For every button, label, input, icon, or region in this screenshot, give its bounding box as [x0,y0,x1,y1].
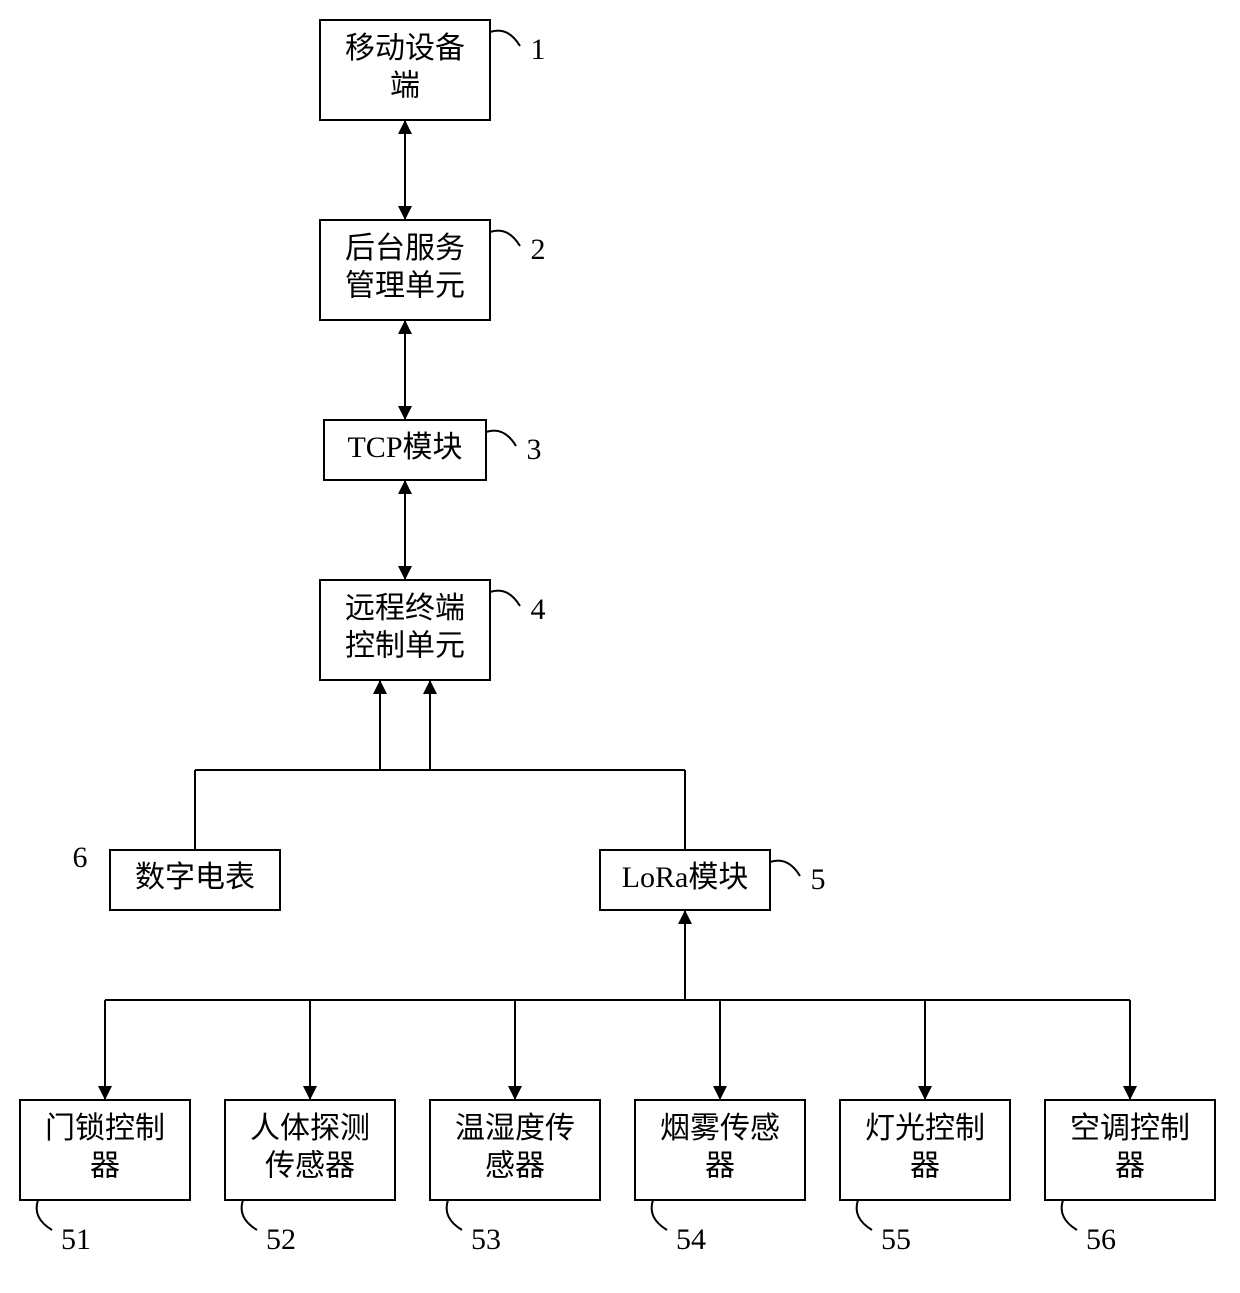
node-label: 空调控制 [1070,1112,1190,1145]
node-label: 器 [1115,1150,1145,1183]
node-label: 移动设备 [345,32,465,65]
node-label: 控制单元 [345,630,465,663]
ref-num: 4 [531,593,546,626]
node-label: TCP模块 [347,431,462,464]
node-label: 器 [910,1150,940,1183]
node-label: 远程终端 [345,592,465,625]
node-label: 感器 [485,1150,545,1183]
node-label: 传感器 [265,1150,355,1183]
node-label: 烟雾传感 [660,1112,780,1145]
ref-num: 3 [527,433,542,466]
node-label: 器 [705,1150,735,1183]
node-label: 器 [90,1150,120,1183]
ref-num: 1 [531,33,546,66]
node-label: 温湿度传 [455,1112,575,1145]
ref-num: 56 [1086,1223,1116,1256]
node-label: LoRa模块 [622,861,749,894]
node-label: 数字电表 [135,861,255,894]
node-label: 管理单元 [345,270,465,303]
node-label: 门锁控制 [45,1112,165,1145]
ref-num: 55 [881,1223,911,1256]
node-label: 人体探测 [250,1112,370,1145]
ref-num: 5 [811,863,826,896]
ref-num: 2 [531,233,546,266]
node-label: 灯光控制 [865,1112,985,1145]
ref-num: 53 [471,1223,501,1256]
ref-num: 54 [676,1223,706,1256]
ref-num: 6 [73,841,88,874]
ref-num: 51 [61,1223,91,1256]
node-label: 端 [390,70,420,103]
node-label: 后台服务 [345,232,465,265]
ref-num: 52 [266,1223,296,1256]
